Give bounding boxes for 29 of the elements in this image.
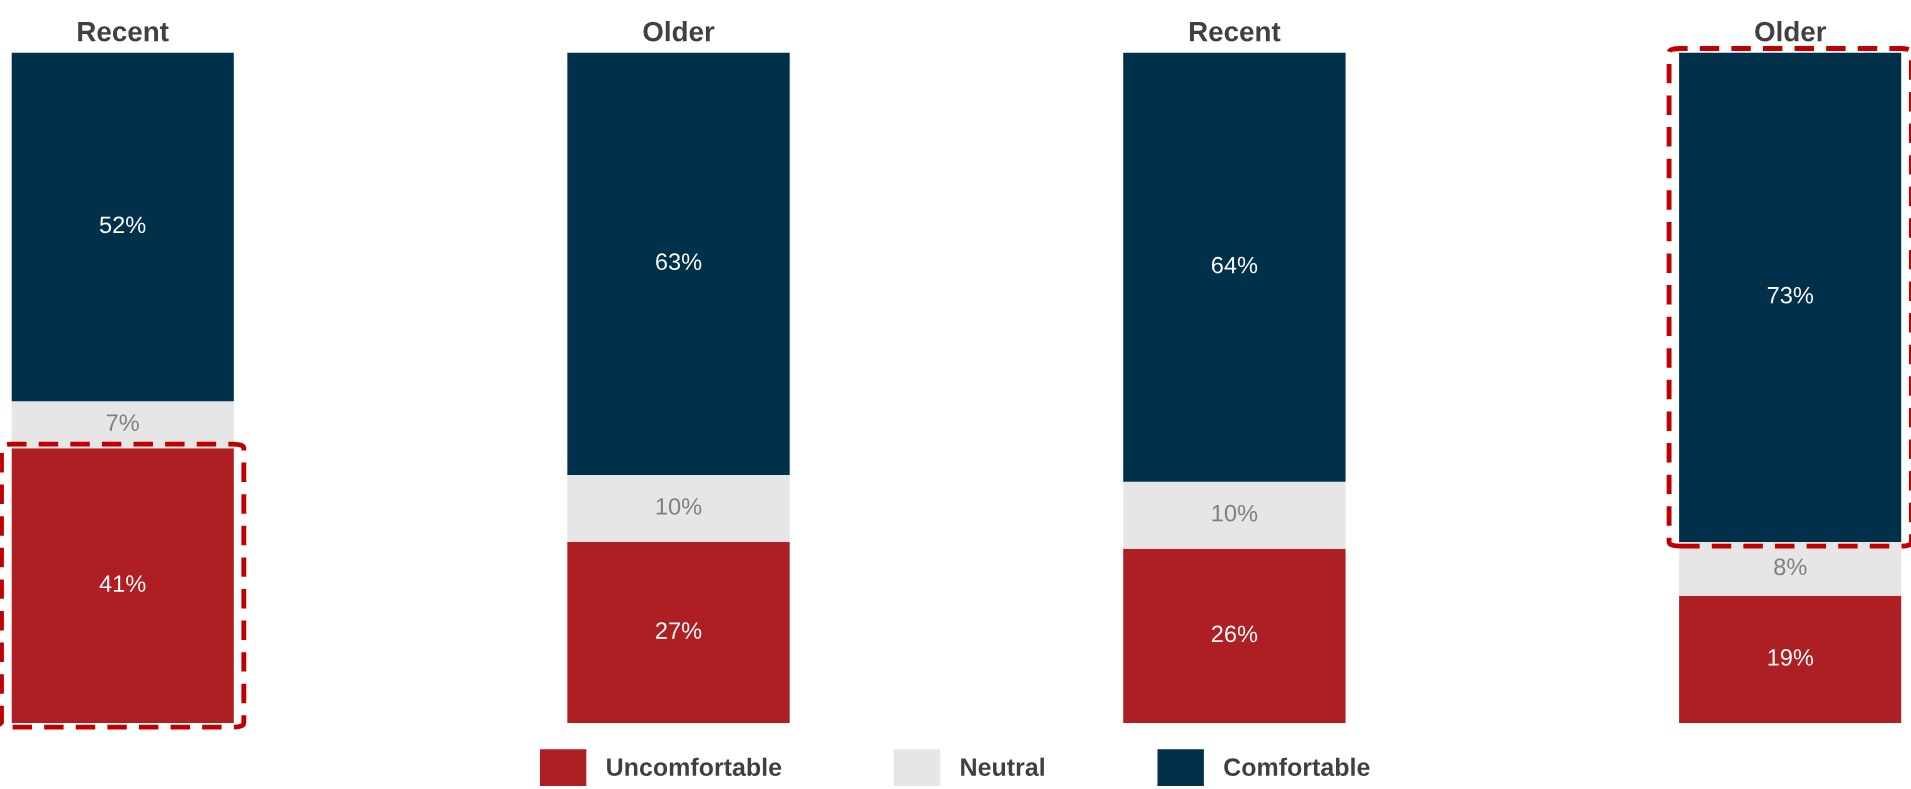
bar <box>567 474 790 543</box>
x-tick-label: Older <box>643 21 715 42</box>
bar <box>567 542 790 724</box>
x-tick-label: Recent <box>78 22 169 42</box>
bar <box>11 401 234 449</box>
legend-label: Comfortable <box>1224 757 1370 777</box>
bar <box>1123 481 1346 549</box>
data-label: 10% <box>1212 504 1258 522</box>
bar <box>1679 595 1902 724</box>
data-label: 10% <box>656 498 702 515</box>
data-label: 63% <box>656 253 702 271</box>
data-label: 7% <box>106 414 139 431</box>
x-tick-label: Older <box>1755 21 1827 42</box>
bar <box>1123 52 1346 482</box>
data-label: 41% <box>99 575 146 592</box>
data-label: 19% <box>1768 649 1814 666</box>
bar <box>1679 542 1902 596</box>
legend-label: Uncomfortable <box>607 757 782 777</box>
data-label: 73% <box>1767 286 1814 304</box>
legend-label: Neutral <box>961 757 1044 777</box>
bar <box>567 52 790 475</box>
bar <box>11 52 234 402</box>
x-tick-label: Recent <box>1189 22 1281 42</box>
data-label: 52% <box>99 216 146 234</box>
data-label: 26% <box>1211 625 1258 643</box>
data-label: 27% <box>656 622 702 639</box>
bar <box>1123 548 1346 724</box>
data-label: 64% <box>1211 256 1258 274</box>
data-label: 8% <box>1774 558 1807 576</box>
